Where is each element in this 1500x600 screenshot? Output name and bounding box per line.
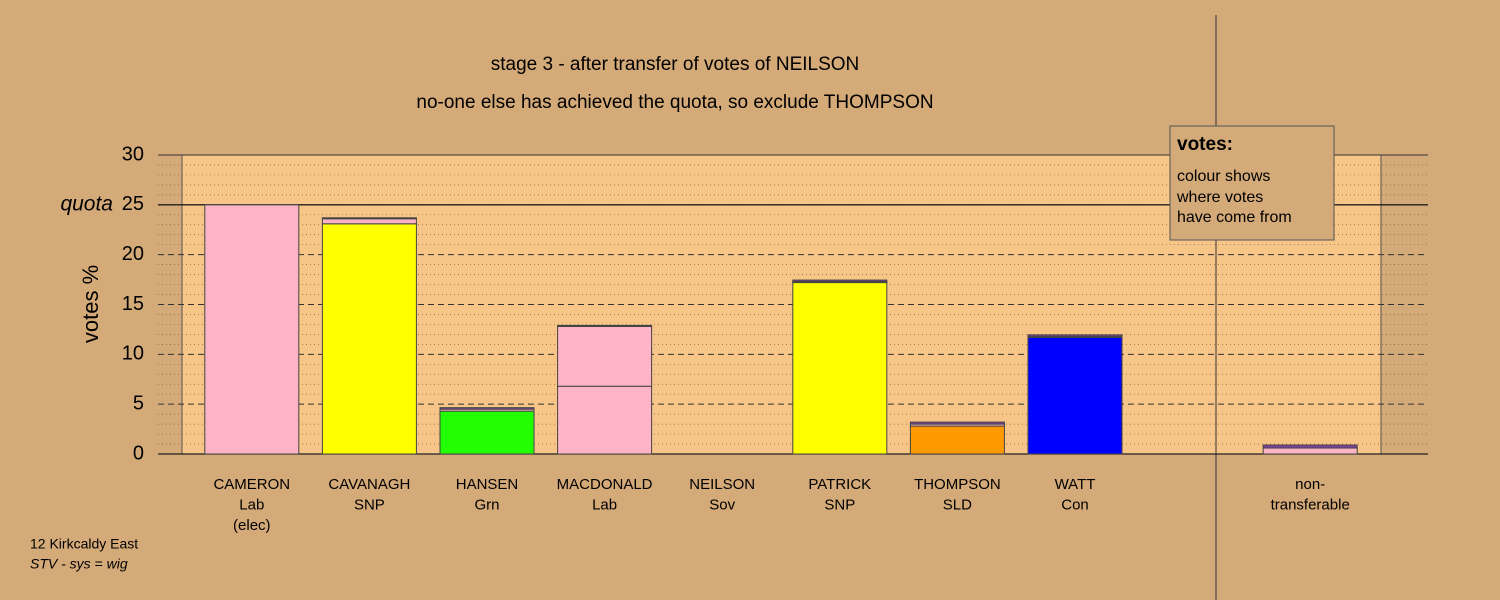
- bar-segment: [792, 282, 888, 455]
- x-tick-label: MACDONALD: [557, 476, 653, 493]
- y-tick-label: 25: [122, 193, 144, 215]
- bar-segment: [321, 218, 417, 225]
- bar-segment: [557, 325, 653, 387]
- bar-segment: [204, 204, 300, 455]
- x-tick-label: Lab: [592, 496, 617, 513]
- y-tick-label: 30: [122, 143, 144, 165]
- footnote: STV - sys = wig: [30, 556, 128, 572]
- x-tick-label: SNP: [354, 496, 385, 513]
- x-tick-label: non-: [1295, 476, 1325, 493]
- x-tick-label: Lab: [239, 496, 264, 513]
- bar-segment: [439, 407, 535, 410]
- x-tick-label: NEILSON: [689, 476, 755, 493]
- bar-segment: [557, 324, 653, 327]
- x-tick-label: CAMERON: [213, 476, 290, 493]
- x-tick-label: PATRICK: [808, 476, 871, 493]
- x-tick-label: Sov: [709, 496, 735, 513]
- chart-title: stage 3 - after transfer of votes of NEI…: [491, 54, 860, 75]
- x-tick-label: (elec): [233, 517, 271, 534]
- bar-segment: [1027, 336, 1123, 455]
- bar-segment: [1262, 444, 1358, 449]
- legend-text: where votes: [1176, 189, 1263, 206]
- y-tick-label: 0: [133, 442, 144, 464]
- bar-segment: [321, 217, 417, 220]
- bar-segment: [321, 223, 417, 455]
- legend-box: [1169, 125, 1335, 241]
- x-tick-label: THOMPSON: [914, 476, 1001, 493]
- bar-segment: [909, 421, 1005, 425]
- y-tick-label: 15: [122, 293, 144, 315]
- y-tick-label: 20: [122, 243, 144, 265]
- chart-subtitle: no-one else has achieved the quota, so e…: [416, 92, 933, 113]
- footnote: 12 Kirkcaldy East: [30, 536, 138, 552]
- y-tick-label: 10: [122, 343, 144, 365]
- x-tick-label: HANSEN: [456, 476, 519, 493]
- x-tick-label: SLD: [943, 496, 972, 513]
- legend-text: have come from: [1177, 209, 1292, 226]
- legend-text: colour shows: [1177, 168, 1270, 185]
- bar-segment: [792, 279, 888, 283]
- x-tick-label: Grn: [474, 496, 499, 513]
- bar-segment: [909, 425, 1005, 455]
- y-axis-label: votes %: [78, 265, 103, 343]
- x-tick-label: SNP: [824, 496, 855, 513]
- quota-label: quota: [60, 192, 113, 215]
- bar-segment: [1027, 334, 1123, 337]
- x-tick-label: WATT: [1055, 476, 1096, 493]
- legend-title: votes:: [1177, 134, 1233, 155]
- bar-segment: [557, 385, 653, 455]
- x-tick-label: Con: [1061, 496, 1089, 513]
- y-tick-label: 5: [133, 392, 144, 414]
- x-tick-label: transferable: [1271, 496, 1350, 513]
- bar-segment: [439, 410, 535, 455]
- x-tick-label: CAVANAGH: [328, 476, 410, 493]
- bar-segment: [1262, 447, 1358, 455]
